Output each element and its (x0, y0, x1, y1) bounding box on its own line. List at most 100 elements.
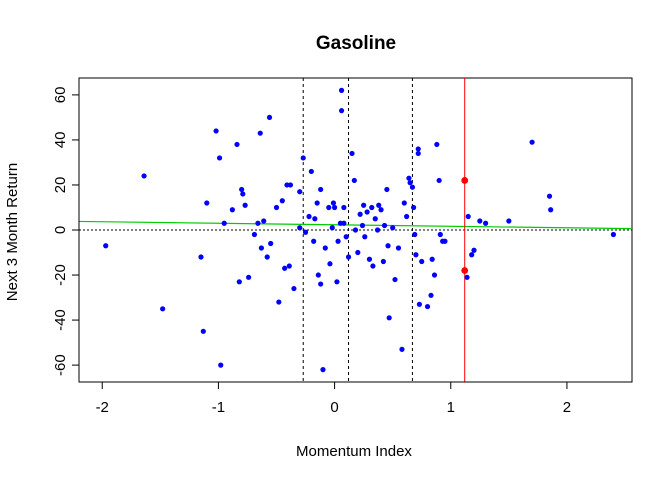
data-point (338, 108, 345, 114)
data-point (242, 202, 248, 208)
data-point (311, 238, 317, 244)
data-point (380, 258, 386, 265)
data-point (239, 186, 245, 193)
y-tick-label: 40 (52, 132, 69, 149)
data-point (103, 243, 109, 249)
data-point (471, 247, 477, 253)
y-tick-label: -20 (52, 264, 69, 286)
data-point (610, 231, 617, 238)
data-point (362, 234, 368, 240)
data-point (483, 220, 489, 226)
data-point (392, 276, 398, 283)
y-tick-label: 0 (52, 226, 69, 234)
data-point (236, 279, 242, 285)
data-point (335, 238, 341, 244)
data-point (287, 182, 294, 188)
x-tick-label: 0 (330, 399, 338, 416)
data-point (412, 231, 418, 238)
data-point (477, 218, 483, 224)
data-point (378, 207, 384, 213)
data-point (216, 155, 223, 161)
data-point (374, 227, 381, 233)
x-tick-label: 1 (447, 399, 455, 416)
data-point (338, 87, 345, 93)
data-point (308, 168, 314, 175)
data-point (395, 245, 402, 251)
data-point (200, 328, 206, 334)
data-point (410, 204, 417, 211)
data-point (318, 281, 324, 287)
data-point (229, 207, 235, 213)
data-point (330, 200, 337, 206)
data-point (386, 315, 392, 321)
data-point (266, 114, 273, 121)
data-point (399, 346, 405, 352)
y-tick-label: -40 (52, 309, 69, 331)
data-point (318, 186, 324, 193)
data-point (221, 220, 227, 226)
data-point (469, 252, 475, 258)
data-point (431, 272, 438, 278)
data-point (415, 146, 421, 152)
data-point (464, 274, 470, 280)
data-point (357, 211, 363, 217)
data-point (384, 186, 390, 193)
x-tick-label: -1 (212, 399, 225, 416)
data-point (366, 256, 373, 262)
data-point (300, 155, 306, 161)
data-point (546, 193, 553, 199)
data-point (234, 141, 240, 148)
highlight-point (461, 177, 469, 184)
data-point (361, 202, 367, 208)
data-point (345, 254, 352, 260)
data-point (326, 204, 332, 211)
data-point (401, 200, 407, 206)
data-point (198, 254, 204, 260)
data-point (404, 213, 410, 220)
data-point (351, 177, 357, 184)
data-point (279, 198, 285, 204)
data-point (276, 299, 282, 305)
data-point (334, 279, 340, 285)
data-point (506, 218, 512, 224)
data-point (372, 216, 378, 222)
data-point (442, 238, 448, 244)
data-point (258, 245, 264, 251)
data-point (218, 362, 224, 368)
data-point (306, 213, 312, 220)
data-point (424, 303, 431, 310)
data-point (314, 200, 320, 206)
data-point (302, 229, 309, 235)
data-point (413, 252, 419, 258)
data-point (409, 184, 416, 190)
data-point (160, 306, 166, 312)
data-point (268, 240, 274, 247)
chart-title: Gasoline (316, 33, 396, 54)
data-point (246, 274, 252, 280)
data-point (436, 177, 442, 184)
data-point (416, 301, 422, 307)
data-point (390, 225, 396, 231)
y-axis-label: Next 3 Month Return (4, 163, 21, 301)
data-point (257, 130, 263, 136)
data-point (273, 204, 280, 211)
data-point (349, 150, 355, 157)
data-point (381, 222, 388, 229)
data-point (264, 254, 270, 260)
data-point (255, 220, 261, 226)
data-point (341, 204, 347, 211)
data-point (465, 213, 471, 220)
data-point (548, 207, 554, 213)
data-point (297, 189, 303, 195)
x-tick-label: 2 (563, 399, 571, 416)
data-point (320, 367, 326, 373)
data-point (434, 141, 440, 148)
data-point (406, 175, 412, 181)
data-point (291, 285, 297, 292)
data-point (364, 209, 370, 215)
y-tick-label: -60 (52, 354, 69, 376)
data-point (329, 225, 335, 231)
data-point (331, 204, 338, 211)
data-point (355, 249, 361, 256)
